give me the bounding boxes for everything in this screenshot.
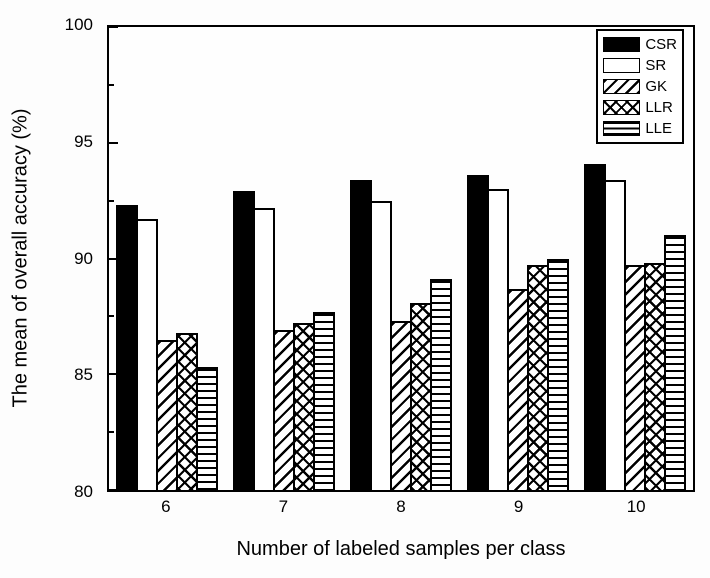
bar-GK-6 (156, 339, 179, 490)
plot-area: CSR SR GK LLR LLE (107, 25, 695, 492)
bar-CSR-7 (233, 191, 256, 490)
legend-swatch-GK (603, 79, 641, 94)
bar-group-9 (459, 27, 576, 490)
bar-LLR-6 (176, 332, 199, 490)
bar-group-10 (576, 27, 693, 490)
y-tick-labels: 80 85 90 95 100 (0, 15, 100, 501)
bar-groups (109, 27, 693, 490)
y-major-tick (109, 373, 118, 376)
bar-LLE-9 (546, 258, 569, 490)
x-tick-label-10: 10 (626, 497, 646, 516)
bar-SR-8 (369, 200, 392, 490)
bar-CSR-8 (349, 179, 372, 490)
y-tick-label: 95 (74, 131, 93, 151)
bar-SR-6 (136, 219, 159, 490)
bar-GK-7 (273, 330, 296, 490)
y-major-tick (109, 26, 118, 28)
bar-group-7 (226, 27, 343, 490)
bar-LLE-7 (313, 311, 336, 490)
x-tick-labels: 6 7 8 9 10 (107, 497, 695, 521)
y-tick-label: 85 (74, 365, 93, 385)
legend: CSR SR GK LLR LLE (596, 29, 684, 144)
legend-item-SR: SR (603, 55, 677, 76)
legend-swatch-SR (603, 58, 641, 73)
bar-LLR-7 (293, 323, 316, 490)
y-major-tick (109, 489, 118, 491)
bar-CSR-6 (116, 205, 139, 490)
y-tick-label: 100 (64, 15, 93, 34)
bar-LLE-8 (429, 279, 452, 490)
y-major-tick (109, 141, 118, 144)
bar-LLE-6 (196, 367, 219, 490)
y-minor-tick (109, 431, 114, 434)
y-tick-label: 80 (74, 482, 93, 501)
bar-LLR-9 (526, 265, 549, 490)
legend-item-CSR: CSR (603, 34, 677, 55)
y-minor-tick (109, 199, 114, 202)
legend-swatch-LLR (603, 100, 641, 115)
bar-CSR-9 (466, 175, 489, 490)
bar-LLE-10 (663, 235, 686, 490)
bar-GK-9 (506, 288, 529, 490)
x-axis-title: Number of labeled samples per class (236, 538, 566, 560)
legend-label-LLR: LLR (645, 99, 673, 116)
bar-group-6 (109, 27, 226, 490)
bar-SR-9 (486, 189, 509, 490)
legend-item-LLR: LLR (603, 97, 677, 118)
y-major-tick (109, 257, 118, 260)
bar-group-8 (343, 27, 460, 490)
legend-label-GK: GK (645, 78, 668, 95)
y-minor-tick (109, 315, 114, 318)
legend-item-LLE: LLE (603, 118, 677, 139)
bar-LLR-10 (643, 263, 666, 490)
y-tick-label: 90 (74, 248, 93, 268)
bar-GK-8 (389, 321, 412, 490)
x-tick-label-8: 8 (396, 497, 406, 516)
legend-label-CSR: CSR (645, 36, 677, 53)
bar-GK-10 (623, 265, 646, 490)
legend-item-GK: GK (603, 76, 677, 97)
legend-swatch-LLE (603, 121, 641, 136)
x-tick-label-9: 9 (513, 497, 524, 516)
x-tick-label-6: 6 (161, 497, 171, 516)
legend-label-SR: SR (645, 57, 667, 74)
bar-SR-7 (253, 207, 276, 490)
bar-CSR-10 (583, 163, 606, 490)
x-tick-label-7: 7 (278, 497, 289, 516)
bar-SR-10 (603, 179, 626, 490)
y-minor-tick (109, 83, 114, 86)
legend-swatch-CSR (603, 37, 641, 52)
legend-label-LLE: LLE (645, 120, 673, 137)
bar-LLR-8 (409, 302, 432, 490)
